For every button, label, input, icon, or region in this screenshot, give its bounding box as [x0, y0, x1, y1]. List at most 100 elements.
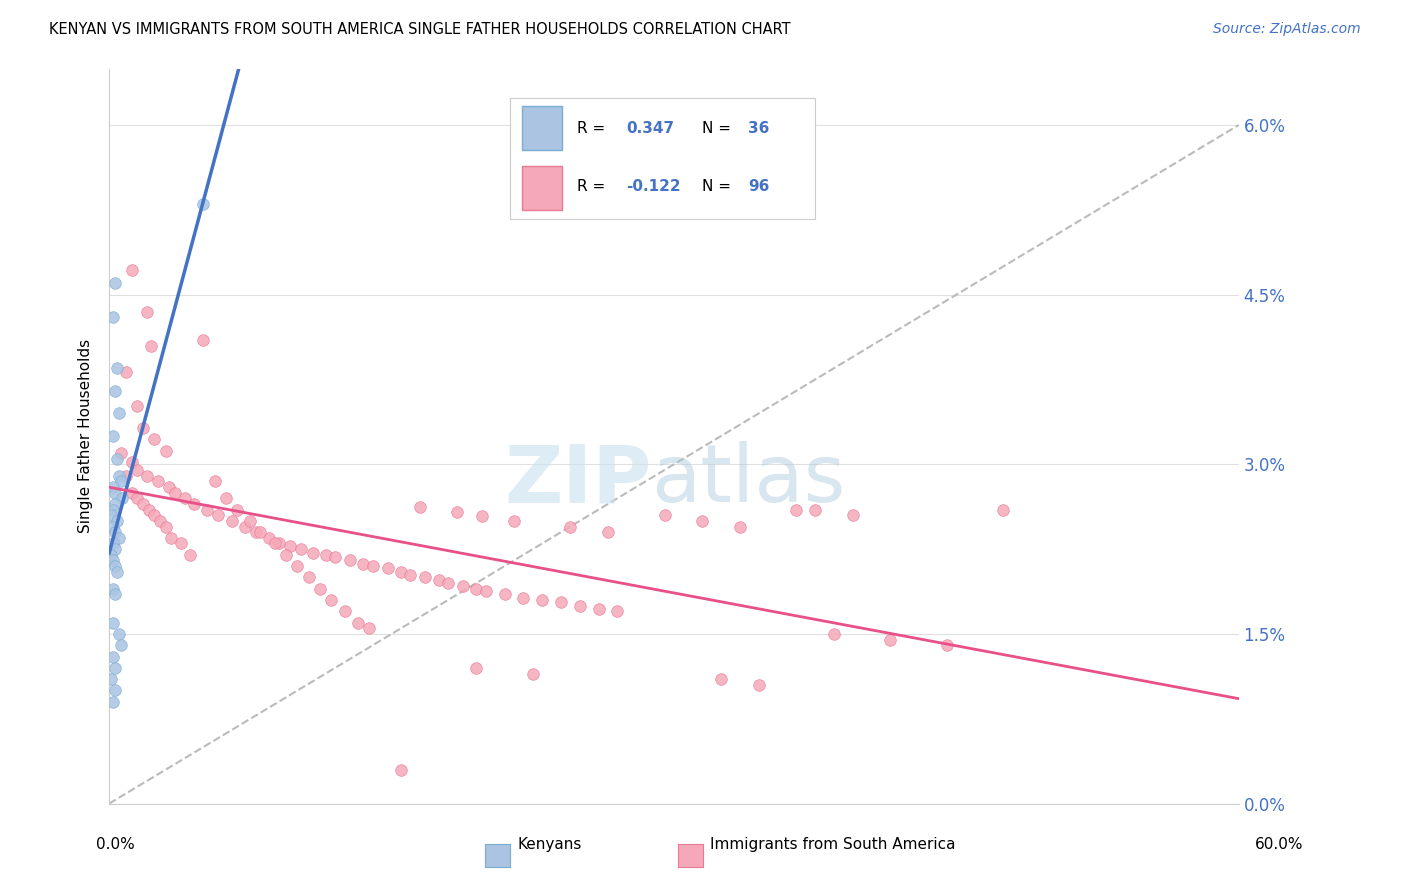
Point: [239, 514, 262, 528]
Point: [193, 333, 215, 347]
Point: [104, 525, 127, 540]
Point: [204, 475, 226, 489]
Point: [346, 615, 368, 630]
Point: [115, 468, 138, 483]
Point: [104, 497, 127, 511]
Point: [105, 451, 128, 466]
Point: [226, 502, 249, 516]
Point: [104, 384, 127, 398]
Point: [105, 514, 128, 528]
Point: [276, 548, 298, 562]
Point: [160, 531, 183, 545]
Point: [104, 587, 127, 601]
Point: [361, 559, 384, 574]
Point: [427, 573, 450, 587]
Point: [193, 197, 215, 211]
Point: [357, 621, 380, 635]
Point: [121, 485, 143, 500]
Point: [301, 545, 323, 559]
Point: [879, 632, 901, 647]
Point: [100, 508, 122, 523]
Point: [101, 695, 124, 709]
Point: [465, 582, 488, 596]
Point: [173, 491, 195, 506]
Point: [245, 525, 267, 540]
Point: [105, 361, 128, 376]
Point: [249, 525, 271, 540]
Point: [104, 661, 127, 675]
Point: [257, 531, 280, 545]
Point: [389, 763, 412, 777]
Point: [100, 548, 122, 562]
Text: ZIP: ZIP: [505, 442, 651, 519]
Point: [690, 514, 713, 528]
Point: [560, 519, 582, 533]
Point: [748, 678, 770, 692]
Point: [287, 559, 309, 574]
Point: [550, 595, 572, 609]
Point: [409, 500, 432, 515]
Point: [101, 310, 124, 325]
Point: [115, 365, 138, 379]
Point: [377, 561, 399, 575]
Point: [606, 604, 628, 618]
Point: [451, 579, 474, 593]
Point: [267, 536, 290, 550]
Point: [207, 508, 229, 523]
Point: [179, 548, 201, 562]
Point: [107, 468, 129, 483]
Text: 0.0%: 0.0%: [96, 837, 135, 852]
Point: [710, 672, 733, 686]
Point: [135, 304, 157, 318]
Point: [522, 666, 544, 681]
Point: [100, 672, 122, 686]
Point: [101, 649, 124, 664]
Point: [104, 683, 127, 698]
Point: [465, 661, 488, 675]
Point: [183, 497, 205, 511]
Point: [101, 519, 124, 533]
Point: [104, 559, 127, 574]
Point: [309, 582, 332, 596]
Point: [195, 502, 218, 516]
Point: [339, 553, 361, 567]
Point: [132, 497, 155, 511]
Point: [101, 536, 124, 550]
Point: [135, 468, 157, 483]
Point: [127, 491, 149, 506]
Point: [596, 525, 619, 540]
Point: [155, 443, 177, 458]
Point: [127, 463, 149, 477]
Point: [139, 338, 162, 352]
Point: [568, 599, 591, 613]
Point: [415, 570, 437, 584]
Point: [111, 491, 134, 506]
Point: [446, 505, 468, 519]
Point: [104, 485, 127, 500]
Point: [437, 576, 460, 591]
Point: [104, 542, 127, 557]
Point: [101, 553, 124, 567]
Point: [170, 536, 193, 550]
Point: [110, 475, 132, 489]
Text: KENYAN VS IMMIGRANTS FROM SOUTH AMERICA SINGLE FATHER HOUSEHOLDS CORRELATION CHA: KENYAN VS IMMIGRANTS FROM SOUTH AMERICA …: [49, 22, 790, 37]
Text: Kenyans: Kenyans: [517, 837, 582, 852]
Point: [101, 582, 124, 596]
Point: [155, 519, 177, 533]
Point: [352, 557, 374, 571]
Point: [471, 509, 494, 524]
Point: [143, 433, 166, 447]
Point: [101, 502, 124, 516]
Point: [321, 593, 343, 607]
Point: [138, 502, 160, 516]
Point: [104, 277, 127, 291]
Text: Immigrants from South America: Immigrants from South America: [710, 837, 956, 852]
Point: [278, 539, 301, 553]
Point: [935, 638, 957, 652]
Point: [148, 475, 170, 489]
Text: 60.0%: 60.0%: [1256, 837, 1303, 852]
Point: [315, 548, 337, 562]
Text: atlas: atlas: [651, 442, 846, 519]
Point: [290, 542, 312, 557]
Point: [588, 602, 610, 616]
